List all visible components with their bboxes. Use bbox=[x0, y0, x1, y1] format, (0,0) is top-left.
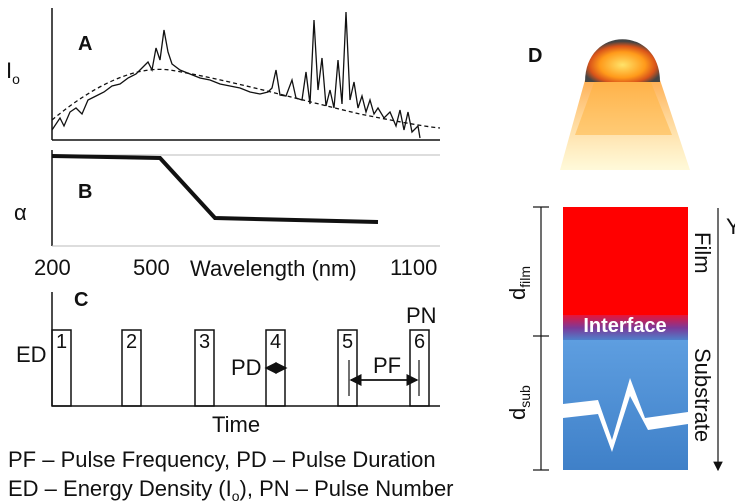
film-layer bbox=[563, 207, 688, 320]
x-tick-label: 1100 bbox=[390, 255, 437, 280]
pulse-label: 3 bbox=[199, 331, 210, 353]
spectrum-line bbox=[51, 11, 421, 139]
y-label-main: I bbox=[6, 58, 12, 83]
legend-text: PF – Pulse Frequency, PD – Pulse Duratio… bbox=[8, 447, 436, 472]
legend-line: PF – Pulse Frequency, PD – Pulse Duratio… bbox=[8, 447, 436, 472]
pulse-label: 2 bbox=[126, 331, 137, 353]
lamp bbox=[585, 39, 660, 82]
alpha-curve bbox=[51, 154, 379, 224]
legend-text: ), PN – Pulse Number bbox=[240, 476, 454, 501]
legend-text: ED – Energy Density (I bbox=[8, 476, 232, 501]
pf-label: PF bbox=[373, 353, 401, 378]
legend-line: ED – Energy Density (Io), PN – Pulse Num… bbox=[8, 476, 454, 504]
substrate-label: Substrate bbox=[690, 348, 715, 442]
pulse bbox=[51, 329, 72, 407]
break-mark bbox=[563, 378, 688, 452]
legend: PF – Pulse Frequency, PD – Pulse Duratio… bbox=[8, 447, 454, 504]
x-tick-label: 500 bbox=[133, 255, 170, 280]
d-film-label: dfilm bbox=[505, 266, 533, 300]
pulse-label: 4 bbox=[270, 331, 281, 353]
interface-layer bbox=[563, 315, 688, 341]
d-sub-label: dsub bbox=[505, 385, 533, 420]
pulse bbox=[121, 329, 142, 407]
x-label: Time bbox=[212, 412, 260, 437]
axis-label: Y bbox=[726, 214, 735, 239]
legend-sub: o bbox=[232, 488, 240, 504]
y-label: α bbox=[14, 200, 27, 225]
dashed-curve bbox=[51, 68, 441, 129]
pulse-label: 1 bbox=[56, 331, 67, 353]
pulse bbox=[337, 329, 358, 407]
panel-d: D Interface Film Substrate dfilm dsub Y bbox=[505, 39, 735, 472]
pulse bbox=[409, 329, 430, 407]
d-film-sub: film bbox=[517, 266, 533, 288]
panel-a: A Io bbox=[6, 8, 441, 141]
y-label: ED bbox=[16, 342, 47, 367]
film-label: Film bbox=[690, 232, 715, 274]
pd-label: PD bbox=[231, 355, 262, 380]
d-sub-sub: sub bbox=[517, 385, 533, 408]
pulse-label: 5 bbox=[342, 331, 353, 353]
light-cone bbox=[575, 80, 672, 135]
panel-c: 1 2 3 4 5 6 C ED PD PF PN Time bbox=[16, 289, 440, 437]
panel-label: D bbox=[528, 45, 542, 67]
pulse-label: 6 bbox=[414, 331, 425, 353]
interface-label: Interface bbox=[583, 315, 666, 337]
d-film-main: d bbox=[505, 288, 530, 300]
y-label: Io bbox=[6, 58, 20, 87]
x-tick-label: 200 bbox=[34, 255, 71, 280]
panel-label: B bbox=[78, 181, 92, 203]
panel-b: B α 200 500 Wavelength (nm) 1100 bbox=[14, 150, 440, 281]
y-label-sub: o bbox=[12, 71, 20, 87]
panel-label: A bbox=[78, 33, 92, 55]
x-label: Wavelength (nm) bbox=[190, 256, 357, 281]
d-sub-main: d bbox=[505, 408, 530, 420]
pulse bbox=[194, 329, 215, 407]
panel-label: C bbox=[74, 289, 88, 311]
pn-label: PN bbox=[406, 303, 437, 328]
